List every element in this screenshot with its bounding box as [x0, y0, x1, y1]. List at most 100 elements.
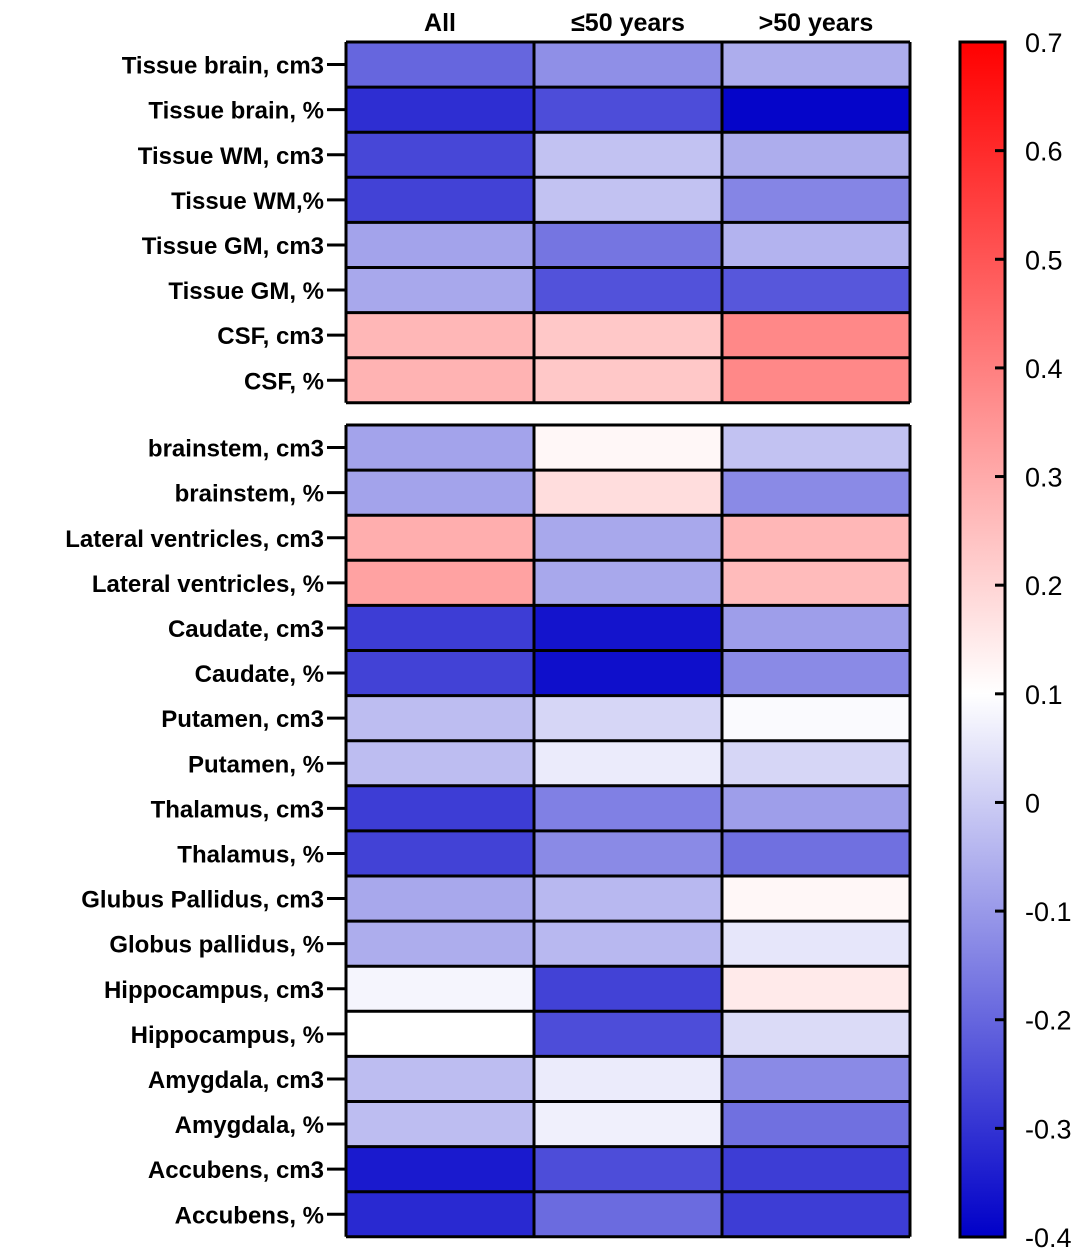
- column-header: >50 years: [759, 9, 874, 37]
- heatmap-cell: [346, 1101, 534, 1147]
- heatmap-cell: [534, 650, 722, 696]
- column-header: ≤50 years: [571, 9, 685, 37]
- heatmap-cell: [722, 222, 910, 268]
- heatmap-cell: [722, 1146, 910, 1192]
- row-label: Tissue brain, %: [148, 98, 324, 125]
- heatmap-cell: [534, 876, 722, 922]
- row-label: brainstem, %: [175, 481, 324, 508]
- heatmap-cell: [534, 966, 722, 1012]
- heatmap-cell: [722, 560, 910, 606]
- heatmap-cell: [722, 1056, 910, 1102]
- heatmap-cell: [346, 1056, 534, 1102]
- row-label: Caudate, %: [195, 661, 324, 688]
- heatmap-cell: [346, 1011, 534, 1057]
- heatmap-cell: [722, 470, 910, 516]
- heatmap-cell: [534, 1191, 722, 1237]
- heatmap-cell: [534, 1101, 722, 1147]
- heatmap-cell: [534, 515, 722, 561]
- heatmap-cell: [534, 87, 722, 133]
- heatmap-cell: [346, 312, 534, 358]
- heatmap-cell: [346, 1191, 534, 1237]
- heatmap-cell: [534, 605, 722, 651]
- row-label: CSF, %: [244, 368, 324, 395]
- row-label: Amygdala, %: [175, 1112, 324, 1139]
- heatmap-cell: [534, 785, 722, 831]
- heatmap-cell: [534, 425, 722, 471]
- row-label: Thalamus, %: [177, 841, 324, 868]
- heatmap-cell: [534, 1056, 722, 1102]
- column-header: All: [424, 9, 456, 37]
- heatmap-cell: [722, 650, 910, 696]
- row-label: Glubus Pallidus, cm3: [81, 887, 324, 914]
- heatmap-cell: [722, 921, 910, 967]
- heatmap-cell: [534, 357, 722, 403]
- row-label: Lateral ventricles, cm3: [65, 526, 324, 553]
- heatmap-cell: [722, 312, 910, 358]
- colorbar-tick-label: 0.3: [1025, 463, 1063, 493]
- colorbar-tick-label: -0.1: [1025, 897, 1072, 927]
- heatmap-cell: [722, 740, 910, 786]
- row-label: brainstem, cm3: [148, 436, 324, 463]
- heatmap-cell: [346, 515, 534, 561]
- heatmap-cell: [534, 921, 722, 967]
- heatmap-cell: [346, 740, 534, 786]
- row-label: Thalamus, cm3: [151, 796, 324, 823]
- heatmap-cell: [722, 357, 910, 403]
- row-label: Globus pallidus, %: [109, 932, 324, 959]
- heatmap-cell: [722, 785, 910, 831]
- heatmap-cell: [722, 876, 910, 922]
- colorbar: -0.4 -0.3 -0.2 -0.1 0 0.1 0.2 0.3 0.4 0.5 0.6 0.7: [958, 28, 1072, 1252]
- heatmap-cell: [346, 650, 534, 696]
- heatmap-cell: [346, 560, 534, 606]
- heatmap-cell: [722, 1011, 910, 1057]
- heatmap-cell: [722, 605, 910, 651]
- row-label: CSF, cm3: [217, 323, 324, 350]
- colorbar-tick-label: 0.4: [1025, 354, 1063, 384]
- heatmap-cell: [534, 312, 722, 358]
- heatmap-cell: [722, 830, 910, 876]
- heatmap-cell: [346, 1146, 534, 1192]
- heatmap-cell: [722, 695, 910, 741]
- heatmap-cell: [722, 1101, 910, 1147]
- heatmap-cell: [534, 740, 722, 786]
- row-label: Tissue WM,%: [171, 188, 324, 215]
- row-label: Putamen, %: [188, 751, 324, 778]
- row-label: Putamen, cm3: [161, 706, 324, 733]
- colorbar-tick-label: 0.5: [1025, 245, 1063, 275]
- heatmap-cell: [346, 921, 534, 967]
- heatmap-cell: [346, 470, 534, 516]
- heatmap-cell: [346, 966, 534, 1012]
- row-label: Amygdala, cm3: [148, 1067, 324, 1094]
- heatmap-cell: [722, 966, 910, 1012]
- row-label: Tissue GM, cm3: [142, 233, 324, 260]
- heatmap-cells: [344, 40, 912, 1239]
- heatmap-cell: [722, 515, 910, 561]
- row-label: Accubens, %: [175, 1202, 324, 1229]
- heatmap-cell: [346, 876, 534, 922]
- heatmap-cell: [534, 42, 722, 88]
- row-label: Hippocampus, %: [131, 1022, 324, 1049]
- row-label: Caudate, cm3: [168, 616, 324, 643]
- heatmap-cell: [534, 560, 722, 606]
- heatmap-cell: [722, 177, 910, 223]
- heatmap-cell: [346, 87, 534, 133]
- colorbar-gradient: [958, 40, 1007, 1239]
- heatmap-cell: [346, 222, 534, 268]
- row-label: Accubens, cm3: [148, 1157, 324, 1184]
- heatmap-cell: [722, 1191, 910, 1237]
- colorbar-tick-label: 0.6: [1025, 137, 1063, 167]
- heatmap-cell: [722, 425, 910, 471]
- heatmap-cell: [534, 1146, 722, 1192]
- heatmap-cell: [346, 425, 534, 471]
- heatmap-cell: [346, 42, 534, 88]
- heatmap-cell: [346, 357, 534, 403]
- heatmap-cell: [722, 42, 910, 88]
- heatmap-cell: [346, 267, 534, 313]
- heatmap-cell: [534, 132, 722, 178]
- row-label: Lateral ventricles, %: [92, 571, 324, 598]
- row-label: Tissue brain, cm3: [122, 53, 324, 80]
- heatmap-cell: [346, 785, 534, 831]
- colorbar-tick-label: 0: [1025, 788, 1040, 818]
- heatmap-cell: [722, 267, 910, 313]
